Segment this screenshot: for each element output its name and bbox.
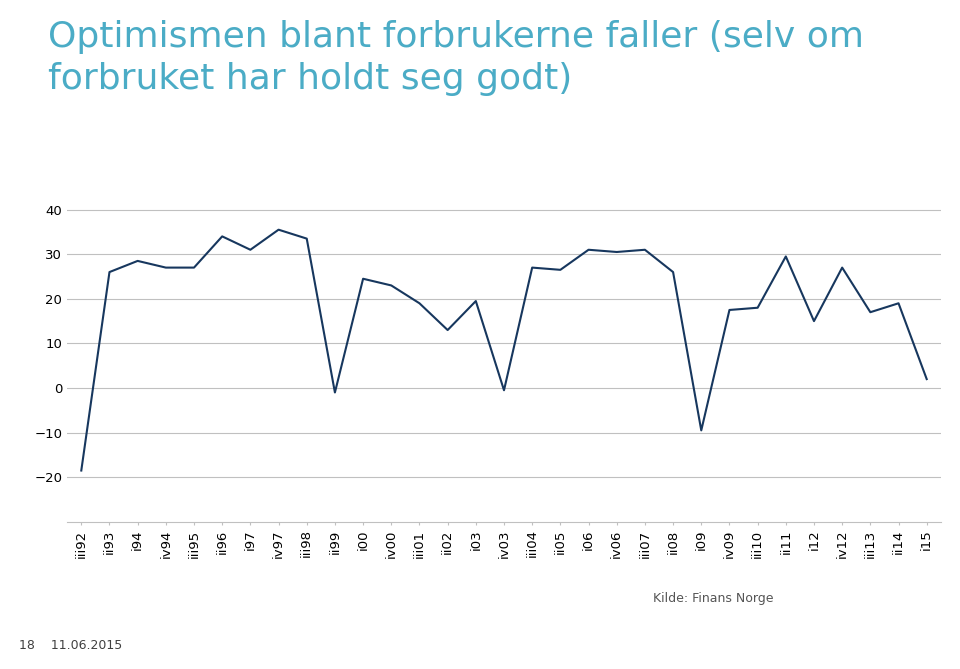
Text: 18    11.06.2015: 18 11.06.2015 (19, 640, 123, 652)
Text: Kilde: Finans Norge: Kilde: Finans Norge (653, 592, 774, 605)
Text: Optimismen blant forbrukerne faller (selv om
forbruket har holdt seg godt): Optimismen blant forbrukerne faller (sel… (48, 20, 864, 96)
